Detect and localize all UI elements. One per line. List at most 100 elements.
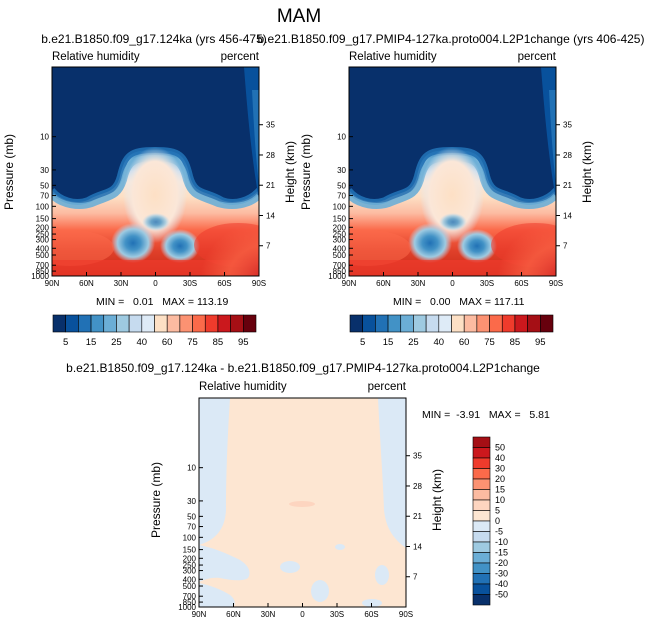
cbarA-swatch	[78, 314, 92, 333]
panelB-ytick-label: 250	[333, 230, 347, 239]
cbarB-swatch	[514, 314, 528, 333]
cbarA-label: 60	[162, 337, 173, 348]
panelC-ytick-label: 70	[187, 523, 196, 532]
cbarB-swatch	[425, 314, 440, 333]
panelC-ytick-label: 30	[187, 497, 196, 506]
cbarC-swatch	[472, 541, 491, 553]
cbarC-label: -15	[495, 548, 508, 558]
panelB-htick-label: 35	[563, 121, 572, 130]
cbarC-label: 50	[495, 443, 505, 453]
cbarC-swatch	[472, 531, 491, 543]
cbarB-label: 25	[408, 337, 419, 348]
cbarC-label: 0	[495, 516, 500, 526]
panelA-ytick-label: 10	[40, 133, 49, 142]
cbarC-swatch	[472, 594, 491, 606]
panelB-xtick-label: 30S	[480, 279, 494, 288]
cbarA-swatch	[128, 314, 143, 333]
figure-title: MAM	[277, 6, 321, 27]
panelC-ytick-label: 10	[187, 464, 196, 473]
cbarB-swatch	[413, 314, 427, 333]
panelC-htick-label: 14	[413, 542, 422, 551]
cbarC-label: 10	[495, 495, 505, 505]
panel-c-contour-field	[199, 398, 406, 607]
panel-b-contour-field	[349, 67, 556, 276]
cbarB-label: 60	[459, 337, 470, 348]
panelC-xtick-label: 90N	[192, 610, 207, 619]
panelC-ytick-label: 100	[183, 533, 197, 542]
cbarB-swatch	[540, 314, 554, 333]
panelB-ytick-label: 70	[337, 192, 346, 201]
panelC-ytick-label: 250	[183, 561, 197, 570]
panel-b-left-string: Relative humidity	[349, 51, 437, 63]
cbarA-swatch	[192, 314, 206, 333]
panelA-ytick-label: 100	[36, 202, 50, 211]
cbarC-label: -20	[495, 558, 508, 568]
panel-a-colorbar: 5 15 25 40 60 75 85 95	[52, 314, 257, 348]
panel-c: b.e21.B1850.f09_g17.124ka - b.e21.B1850.…	[66, 361, 550, 619]
panelC-htick-label: 28	[413, 482, 422, 491]
cbarC-swatch	[472, 573, 491, 585]
panelB-htick-label: 21	[563, 181, 572, 190]
panel-c-title: b.e21.B1850.f09_g17.124ka - b.e21.B1850.…	[66, 361, 540, 375]
panelB-xtick-label: 90S	[549, 279, 563, 288]
panelC-xtick-label: 60N	[226, 610, 241, 619]
panelA-ytick-label: 300	[36, 236, 50, 245]
cbarA-swatch	[243, 314, 257, 333]
panelB-xtick-label: 90N	[342, 279, 357, 288]
panel-c-ylabel: Pressure (mb)	[149, 462, 163, 538]
panelB-ytick-label: 100	[333, 202, 347, 211]
panelA-ytick-label: 850	[36, 267, 50, 276]
panelB-htick-label: 14	[563, 211, 572, 220]
cbarC-label: -5	[495, 527, 503, 537]
panelC-xtick-label: 90S	[399, 610, 413, 619]
cbarB-swatch	[362, 314, 376, 333]
cbarA-label: 95	[238, 337, 249, 348]
panel-a-left-string: Relative humidity	[52, 51, 140, 63]
cbarB-swatch	[463, 314, 478, 333]
cbarA-label: 25	[111, 337, 122, 348]
panelC-ytick-label: 200	[183, 554, 197, 563]
cbarB-swatch	[527, 314, 541, 333]
cbarA-swatch	[230, 314, 244, 333]
cbarC-swatch	[472, 478, 491, 490]
panel-b: b.e21.B1850.f09_g17.PMIP4-127ka.proto004…	[258, 32, 645, 348]
panel-c-left-string: Relative humidity	[199, 381, 287, 393]
panel-c-stats: MIN = -3.91 MAX = 5.81	[422, 409, 550, 421]
panelB-ytick-label: 500	[333, 251, 347, 260]
cbarA-label: 40	[137, 337, 148, 348]
panelB-htick-label: 28	[563, 151, 572, 160]
panelC-htick-label: 7	[413, 573, 418, 582]
panelB-ytick-label: 30	[337, 166, 346, 175]
cbarA-label: 5	[63, 337, 68, 348]
cbarA-swatch	[90, 314, 105, 333]
panel-a-title: b.e21.B1850.f09_g17.124ka (yrs 456-475)	[41, 32, 267, 46]
panelB-ytick-label: 150	[333, 215, 347, 224]
cbarB-label: 5	[360, 337, 365, 348]
panelA-htick-label: 35	[266, 121, 275, 130]
panelA-xtick-label: 90N	[45, 279, 60, 288]
panelC-xtick-label: 30S	[330, 610, 344, 619]
panelC-ytick-label: 1000	[178, 603, 196, 612]
panelC-xtick-label: 0	[300, 610, 305, 619]
cbarB-label: 95	[535, 337, 546, 348]
cbarA-label: 75	[187, 337, 198, 348]
cbarC-swatch	[472, 457, 491, 469]
panelA-htick-label: 21	[266, 181, 275, 190]
panelC-ytick-label: 500	[183, 582, 197, 591]
panelC-xtick-label: 30N	[261, 610, 276, 619]
cbarB-swatch	[476, 314, 490, 333]
panelB-xtick-label: 60N	[376, 279, 391, 288]
panel-a-ylabel: Pressure (mb)	[2, 134, 16, 210]
panel-a-right-string: percent	[221, 51, 260, 63]
cbarA-swatch	[65, 314, 79, 333]
cbarC-swatch	[472, 447, 491, 459]
panelC-ytick-label: 150	[183, 546, 197, 555]
cbarB-swatch	[400, 314, 414, 333]
cbarC-swatch	[472, 489, 491, 501]
cbarC-swatch	[472, 552, 491, 564]
cbarA-swatch	[52, 314, 66, 333]
panel-c-ylabel-right: Height (km)	[430, 469, 444, 531]
panelB-ytick-label: 50	[337, 181, 346, 190]
panelA-htick-label: 14	[266, 211, 275, 220]
panelB-xtick-label: 30N	[411, 279, 426, 288]
